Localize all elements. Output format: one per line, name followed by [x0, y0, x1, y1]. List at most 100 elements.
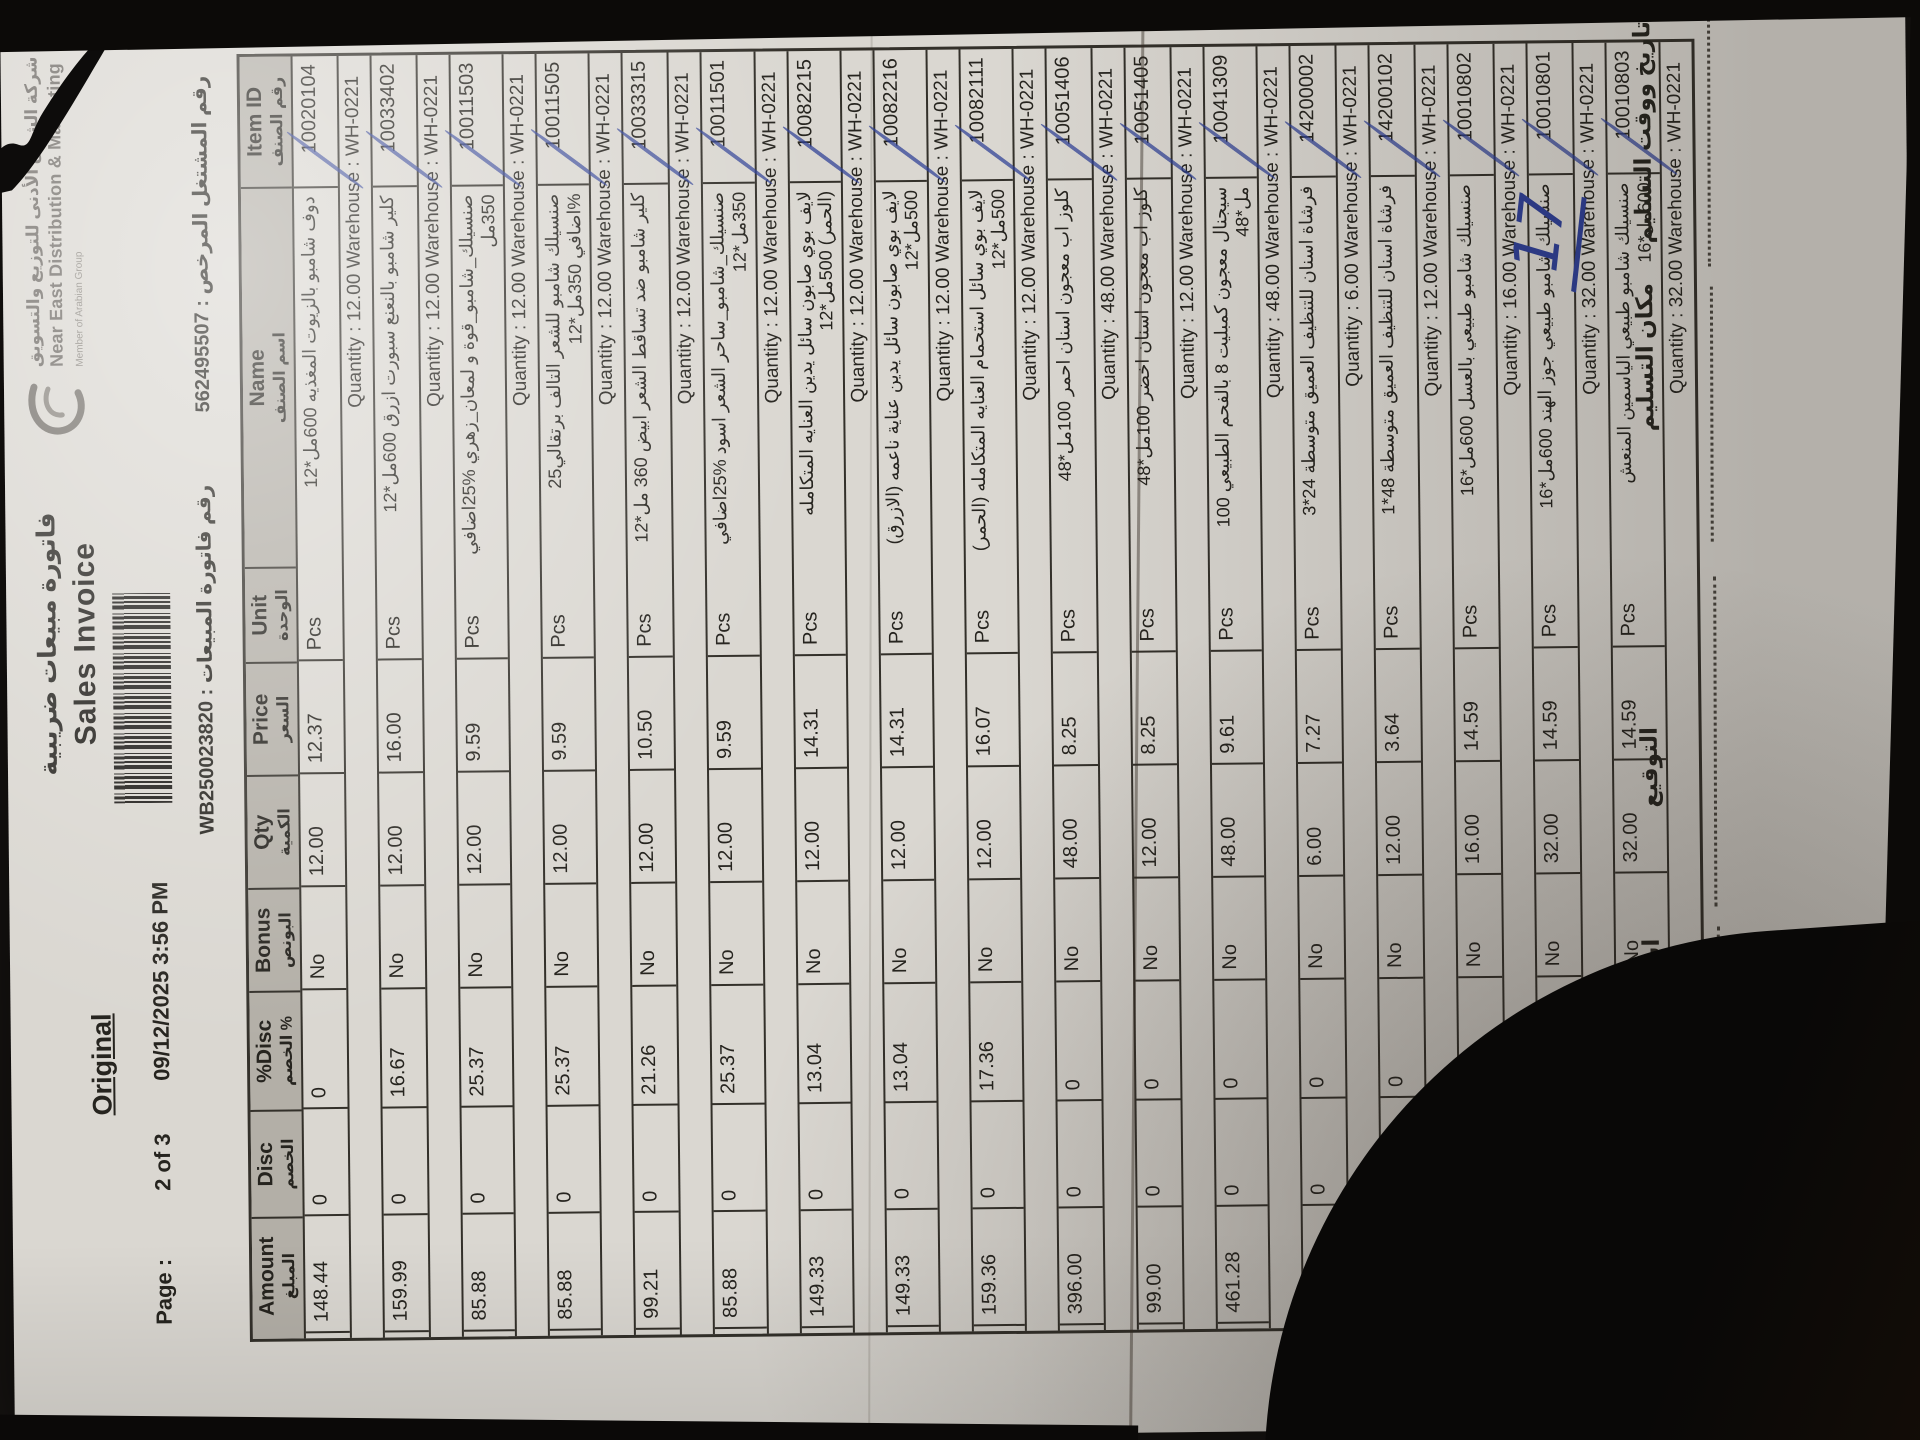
cell-name: صنسيلك_شامبو_ساحر الشعر اسود %25اضافي 35…: [703, 181, 759, 563]
table-row: 10051405 كلوز اب معجون اسنان اخضر 100مل*…: [1118, 46, 1219, 1330]
cell-disc: 0: [1538, 1095, 1584, 1204]
cell-amount: 43.68: [1381, 1204, 1428, 1323]
col-qty: Qty الكمية: [247, 774, 300, 888]
cell-item-id: 10082216: [879, 58, 903, 148]
cell-price: 9.61: [1210, 651, 1264, 765]
cell-unit: Pcs: [793, 560, 846, 657]
col-disc-pct: Disc%% الخصم: [249, 990, 302, 1110]
table-body: 10020104 دوف شامبو بالزيوت المغذيه 600مل…: [285, 42, 1705, 1339]
cell-bonus: No: [380, 886, 426, 990]
cell-amount: 159.99: [383, 1215, 429, 1333]
cell-bonus: No: [710, 882, 763, 987]
recipient-name-label: اسم المستلم: [1637, 938, 1666, 1086]
ink-scribble: [0, 34, 110, 195]
cell-name: كلير شامبو ضد تساقط الشعر ابيض 360 مل*12: [624, 182, 673, 563]
cell-qty: 12.00: [1377, 762, 1423, 877]
cell-qty: 12.00: [709, 769, 762, 884]
cell-price: 8.25: [1131, 652, 1178, 766]
cell-qty: 16.00: [1456, 761, 1502, 876]
cell-qty: 12.00: [1133, 765, 1179, 879]
table-row: 10033315 كلير شامبو ضد تساقط الشعر ابيض …: [616, 52, 716, 1335]
col-amount: Amount المبلغ: [251, 1216, 304, 1334]
cell-name: لايف بوي صابون سائل يدين عناية ناعمه (ال…: [875, 179, 931, 561]
cell-unit: Pcs: [455, 564, 509, 660]
delivery-datetime-label: تاريخ ووقت التسليم: [1628, 20, 1657, 244]
cell-bonus: No: [631, 883, 677, 987]
cell-disc-pct: 25: [1537, 977, 1583, 1097]
cell-amount: 396.00: [1058, 1208, 1104, 1326]
cell-amount: 85.88: [462, 1214, 516, 1332]
cell-disc-pct: 0: [1214, 980, 1267, 1100]
cell-bonus: No: [1299, 876, 1345, 980]
signature-dotted-line: [1716, 926, 1721, 1227]
cell-price: 9.59: [543, 658, 596, 772]
table-row: 10033402 كلير شامبو بالنعنع سبورت ازرق 6…: [364, 54, 464, 1338]
copy-label: Original: [86, 1013, 118, 1116]
cell-item-id: 10051406: [1051, 56, 1075, 146]
cell-disc-pct: 25: [1458, 977, 1504, 1098]
cell-disc: 0: [633, 1105, 680, 1213]
cell-bonus: No: [301, 886, 347, 991]
cell-disc: 0: [1380, 1097, 1426, 1206]
cell-price: 16.07: [966, 653, 1020, 768]
cell-disc: 0: [712, 1104, 766, 1213]
cell-qty: 12.00: [300, 773, 346, 888]
table-row: 14200002 فرشاة اسنان للتنظيف العميق متوس…: [1283, 45, 1384, 1328]
cell-name: صنسيلك_شامبو_قوة و لمعان_زهري %25اضافي 3…: [451, 184, 508, 565]
licensed-dealer-number: رقم المشتغل المرخص : 562495507: [186, 52, 215, 413]
cell-unit: Pcs: [1612, 552, 1665, 648]
cell-bonus: No: [1134, 878, 1180, 982]
cell-qty: 6.00: [1298, 763, 1344, 877]
cell-qty: 12.00: [967, 766, 1021, 881]
cell-unit: Pcs: [1533, 553, 1579, 649]
cell-amount: 85.88: [714, 1211, 767, 1330]
invoice-barcode: [112, 592, 173, 804]
cell-price: 16.00: [377, 660, 424, 774]
cell-unit: Pcs: [376, 565, 422, 661]
cell-item-id: 10041309: [1209, 54, 1233, 144]
cell-disc: 0: [1215, 1099, 1268, 1207]
cell-disc-pct: 17.36: [970, 982, 1023, 1103]
licensed-dealer-value: 562495507: [191, 312, 215, 413]
cell-amount: 350.16: [1618, 1202, 1672, 1320]
cell-item-id: 10082215: [793, 58, 817, 149]
cell-name: كلوز اب معجون اسنان اخضر 100مل*48: [1126, 177, 1175, 558]
cell-item-id: 10011505: [541, 61, 565, 150]
cell-bonus: No: [1213, 877, 1266, 981]
cell-unit: Pcs: [1051, 558, 1097, 654]
cell-disc-pct: 21.26: [632, 986, 678, 1106]
cell-disc: 0: [1136, 1100, 1182, 1208]
col-item-id: Item ID رقم الصنف: [242, 76, 287, 167]
cell-name: فرشاة اسنان للتنظيف العميق متوسطة 24*3: [1292, 175, 1341, 556]
col-bonus: Bonus البونص: [248, 887, 301, 991]
cell-unit: Pcs: [1130, 557, 1176, 653]
signature-dotted-line: [1709, 286, 1714, 542]
company-logo: شركة الشرق الأدنى للتوزيع والتسويق Near …: [20, 39, 90, 440]
cell-bonus: No: [459, 885, 512, 989]
cell-disc: 0: [303, 1108, 349, 1217]
cell-amount: 461.28: [1216, 1206, 1270, 1324]
licensed-dealer-label: رقم المشتغل المرخص :: [188, 75, 214, 307]
cell-disc: 0: [461, 1107, 514, 1215]
cell-disc: 0: [971, 1101, 1024, 1210]
table-row: 10051406 كلوز اب معجون اسنان احمر 100مل*…: [1039, 47, 1140, 1331]
cell-item-id: 14200102: [1374, 52, 1398, 143]
cell-bonus: No: [1536, 874, 1582, 978]
sales-invoice-number-value: WB250023820: [195, 700, 219, 835]
cell-amount: 149.33: [886, 1209, 939, 1328]
cell-name: صنسيلك شامبو طبيعي بالعسل 600مل*16: [1450, 173, 1499, 555]
signature-dotted-line: [1713, 576, 1718, 907]
invoice-title-english: Sales Invoice: [67, 541, 103, 746]
cell-qty: 12.00: [630, 770, 676, 884]
cell-item-id: 14200002: [1295, 53, 1319, 143]
table-row: 10011505 صنسيلك شامبو للشعر التالف برتقا…: [529, 52, 637, 1336]
signature-dotted-line: [1706, 1, 1711, 267]
cell-disc-pct: 0: [1379, 978, 1425, 1099]
cell-price: 14.31: [794, 655, 847, 770]
cell-disc-pct: 13.04: [797, 984, 851, 1105]
cell-bonus: No: [1457, 874, 1503, 979]
cell-name: كلوز اب معجون اسنان احمر 100مل*48: [1047, 178, 1096, 559]
cell-item-id: 10033402: [376, 63, 400, 153]
cell-disc-pct: 0: [1135, 981, 1181, 1101]
